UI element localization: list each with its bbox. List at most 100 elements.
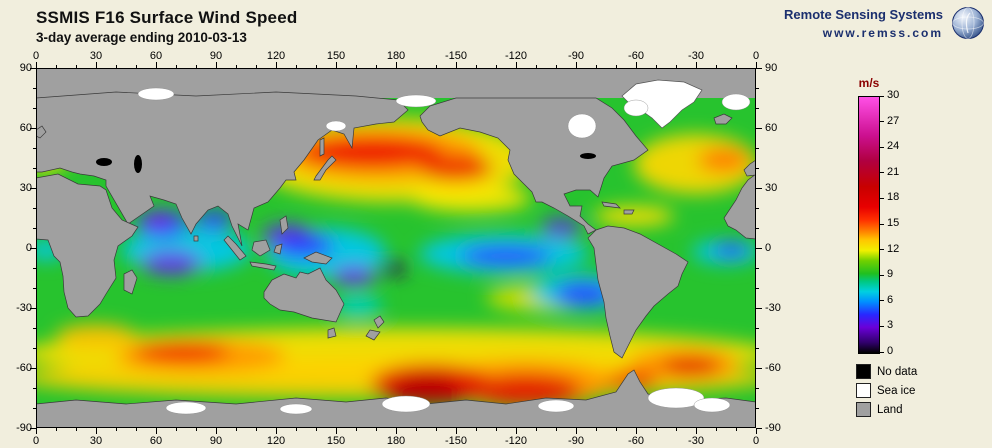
tick-mark bbox=[676, 428, 677, 431]
sea-ice-patch bbox=[325, 120, 347, 132]
colorbar-tick-mark bbox=[880, 197, 884, 199]
tick-mark bbox=[316, 65, 317, 68]
lon-tick-label-top: 120 bbox=[266, 50, 286, 62]
tick-mark bbox=[33, 208, 36, 209]
tick-mark bbox=[376, 428, 377, 431]
sea-ice-patch bbox=[137, 87, 175, 101]
colorbar-tick-mark bbox=[880, 121, 884, 123]
legend-label: Land bbox=[877, 403, 903, 416]
sea-ice-patch bbox=[567, 113, 597, 139]
tick-mark bbox=[30, 188, 36, 189]
lon-tick-label-bottom: -150 bbox=[444, 435, 468, 447]
colorbar-tick-label: 6 bbox=[887, 293, 894, 306]
tick-mark bbox=[336, 428, 337, 434]
tick-mark bbox=[456, 62, 457, 68]
tick-mark bbox=[316, 428, 317, 431]
tick-mark bbox=[396, 428, 397, 434]
landmass bbox=[36, 125, 47, 139]
landmass bbox=[223, 235, 247, 261]
tick-mark bbox=[36, 428, 37, 434]
wind-speed-patch bbox=[380, 261, 408, 275]
colorbar-tick-label: 27 bbox=[887, 114, 900, 127]
tick-mark bbox=[556, 428, 557, 431]
tick-mark bbox=[556, 65, 557, 68]
landmass bbox=[279, 215, 289, 235]
tick-mark bbox=[636, 428, 637, 434]
lat-tick-label-left: 0 bbox=[25, 242, 32, 254]
landmass bbox=[313, 155, 337, 181]
tick-mark bbox=[716, 428, 717, 431]
tick-mark bbox=[756, 428, 757, 434]
tick-mark bbox=[756, 88, 759, 89]
tick-mark bbox=[476, 428, 477, 431]
landmass bbox=[263, 267, 345, 323]
lat-tick-label-right: 90 bbox=[765, 62, 778, 74]
wind-speed-patch bbox=[554, 282, 614, 306]
map-frame bbox=[36, 68, 756, 428]
tick-mark bbox=[536, 428, 537, 431]
tick-mark bbox=[56, 428, 57, 431]
lon-tick-label-bottom: 0 bbox=[752, 435, 760, 447]
brand-url[interactable]: www.remss.com bbox=[822, 25, 943, 40]
landmass bbox=[365, 329, 381, 341]
landmass bbox=[623, 209, 635, 215]
colorbar-tick-label: 15 bbox=[887, 217, 900, 229]
tick-mark bbox=[96, 62, 97, 68]
tick-mark bbox=[596, 428, 597, 431]
brand-text: Remote Sensing Systems www.remss.com bbox=[784, 7, 943, 40]
tick-mark bbox=[756, 328, 759, 329]
lon-tick-label-bottom: 120 bbox=[266, 435, 286, 447]
map-legend: No data Sea ice Land bbox=[856, 364, 917, 421]
tick-mark bbox=[33, 228, 36, 229]
landmass bbox=[373, 315, 385, 329]
tick-mark bbox=[33, 328, 36, 329]
tick-mark bbox=[436, 428, 437, 431]
lat-tick-label-right: 30 bbox=[765, 182, 778, 194]
lon-tick-label-top: 0 bbox=[32, 50, 40, 62]
lon-tick-label-bottom: -90 bbox=[568, 435, 584, 447]
tick-mark bbox=[696, 62, 697, 68]
tick-mark bbox=[616, 65, 617, 68]
wind-speed-patch bbox=[713, 243, 749, 257]
tick-mark bbox=[436, 65, 437, 68]
tick-mark bbox=[30, 248, 36, 249]
lon-tick-label-top: 90 bbox=[209, 50, 223, 62]
landmass bbox=[36, 369, 756, 428]
wind-speed-patch bbox=[274, 234, 334, 258]
landmass bbox=[723, 173, 756, 240]
colorbar-tick-mark bbox=[880, 146, 884, 148]
wind-speed-patch bbox=[133, 342, 229, 362]
tick-mark bbox=[33, 148, 36, 149]
tick-mark bbox=[33, 108, 36, 109]
landmass bbox=[327, 327, 337, 339]
sea-ice-layer bbox=[137, 87, 751, 415]
tick-mark bbox=[516, 62, 517, 68]
tick-mark bbox=[756, 268, 759, 269]
lon-tick-label-bottom: 180 bbox=[386, 435, 406, 447]
tick-mark bbox=[136, 65, 137, 68]
tick-mark bbox=[756, 388, 759, 389]
colorbar-tick-label: 0 bbox=[887, 345, 894, 357]
colorbar-tick-mark bbox=[880, 274, 884, 276]
lon-tick-label-bottom: 60 bbox=[149, 435, 163, 447]
legend-item-no-data: No data bbox=[856, 364, 917, 379]
colorbar-tick-mark bbox=[880, 172, 884, 174]
legend-item-sea-ice: Sea ice bbox=[856, 383, 917, 398]
wind-speed-patch bbox=[144, 212, 172, 228]
lat-tick-label-right: 60 bbox=[765, 122, 778, 134]
tick-mark bbox=[756, 68, 762, 69]
landmass bbox=[249, 261, 277, 271]
tick-mark bbox=[576, 428, 577, 434]
tick-mark bbox=[296, 428, 297, 431]
tick-mark bbox=[396, 62, 397, 68]
tick-mark bbox=[296, 65, 297, 68]
colorbar-tick-mark bbox=[880, 300, 884, 302]
tick-mark bbox=[636, 62, 637, 68]
landmass bbox=[36, 173, 139, 318]
tick-mark bbox=[656, 428, 657, 431]
colorbar-tick-mark bbox=[880, 249, 884, 251]
tick-mark bbox=[30, 308, 36, 309]
tick-mark bbox=[676, 65, 677, 68]
tick-mark bbox=[30, 428, 36, 429]
tick-mark bbox=[756, 248, 762, 249]
